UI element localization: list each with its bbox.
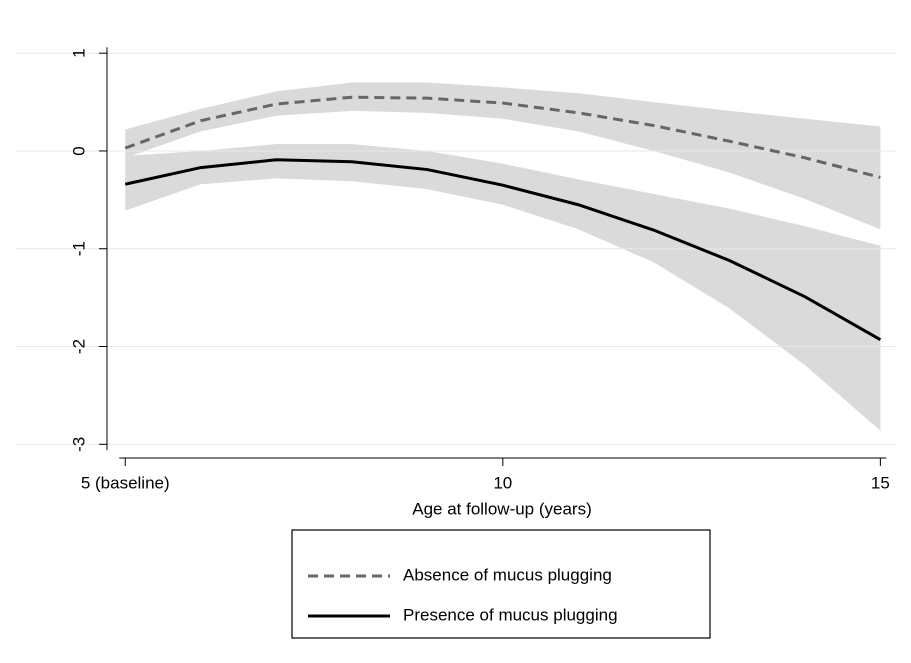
x-tick-label: 5 (baseline) [81, 473, 170, 492]
line [124, 158, 882, 341]
y-tick-label: -3 [69, 437, 88, 452]
x-tick-label: 15 [871, 473, 890, 492]
confidence-band [125, 82, 881, 230]
x-tick-label: 10 [493, 473, 512, 492]
legend-label: Presence of mucus plugging [403, 605, 618, 624]
legend-label: Absence of mucus plugging [403, 565, 612, 584]
line [124, 95, 881, 179]
legend [291, 529, 711, 639]
y-tick-label: 1 [69, 48, 88, 57]
y-tick-label: -1 [69, 241, 88, 256]
y-tick-label: 0 [69, 146, 88, 155]
x-axis-label: Age at follow-up (years) [412, 499, 592, 518]
confidence-band [125, 144, 881, 431]
y-tick-label: -2 [69, 339, 88, 354]
